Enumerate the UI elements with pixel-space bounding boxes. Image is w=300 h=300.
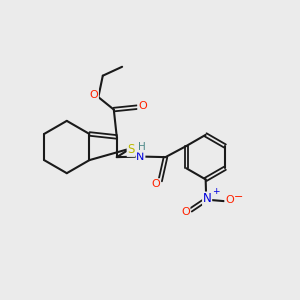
Text: O: O	[138, 101, 147, 111]
Text: S: S	[128, 143, 135, 156]
Text: O: O	[89, 90, 98, 100]
Text: H: H	[138, 142, 146, 152]
Text: N: N	[136, 152, 145, 162]
Text: O: O	[151, 179, 160, 189]
Text: +: +	[212, 187, 220, 196]
Text: O: O	[181, 207, 190, 218]
Text: −: −	[234, 192, 243, 202]
Text: N: N	[203, 192, 212, 205]
Text: O: O	[225, 195, 234, 205]
